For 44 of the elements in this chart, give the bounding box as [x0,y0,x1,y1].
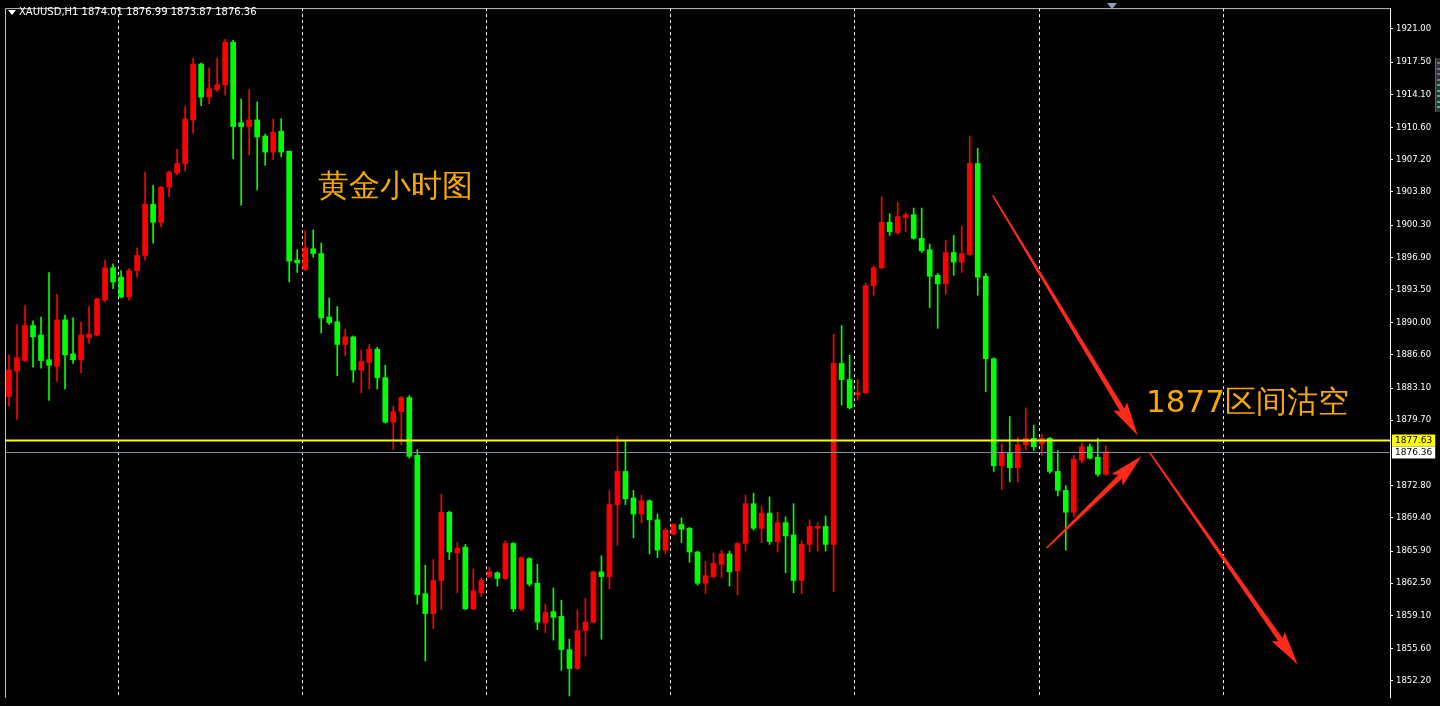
y-tick-label: 1865.90 [1396,545,1432,556]
y-tick-label: 1900.30 [1396,219,1432,230]
candlestick [326,297,333,325]
y-tick-label: 1893.50 [1396,283,1432,294]
candlestick [958,225,965,273]
candlestick [30,320,36,368]
candlestick [310,229,317,258]
y-tick-label: 1896.90 [1396,251,1432,262]
candlestick [214,57,220,92]
y-tick-label: 1852.20 [1396,675,1432,686]
chart-title: XAUUSD,H1 1874.01 1876.99 1873.87 1876.36 [19,6,257,17]
candlestick [246,89,253,156]
candlestick [454,542,461,594]
candlestick [950,235,957,276]
candlestick [422,564,429,662]
y-tick-label: 1859.10 [1396,609,1432,620]
candlestick [70,317,76,364]
candlestick [46,272,52,401]
y-tick-label: 1907.20 [1396,153,1432,164]
y-tick-label: 1869.40 [1396,512,1432,523]
candlestick [86,306,92,344]
y-tick-label: 1890.00 [1396,316,1432,327]
y-tick-label: 1883.10 [1396,382,1432,393]
y-tick-label: 1862.50 [1396,577,1432,588]
annotation: 黄金小时图 [318,167,473,203]
y-tick-label: 1921.00 [1396,23,1432,34]
y-tick-label: 1886.60 [1396,349,1432,360]
y-tick-label: 1910.60 [1396,121,1432,132]
candlestick [206,67,212,105]
candlestick [254,101,261,191]
y-tick-label: 1879.70 [1396,414,1432,425]
candlestick [238,98,244,206]
ref-line-label: 1876.36 [1395,446,1433,457]
candlestick [358,349,365,394]
y-tick-label: 1917.50 [1396,56,1432,67]
y-tick-label: 1903.80 [1396,186,1432,197]
candlestick [14,324,20,420]
candlestick [934,273,941,329]
annotation: 1877区间沽空 [1146,383,1349,419]
y-tick-label: 1914.10 [1396,88,1432,99]
candlestick [294,249,301,273]
y-tick-label: 1855.60 [1396,642,1432,653]
y-tick-label: 1872.80 [1396,479,1432,490]
ref-line-label: 1877.63 [1395,434,1433,445]
